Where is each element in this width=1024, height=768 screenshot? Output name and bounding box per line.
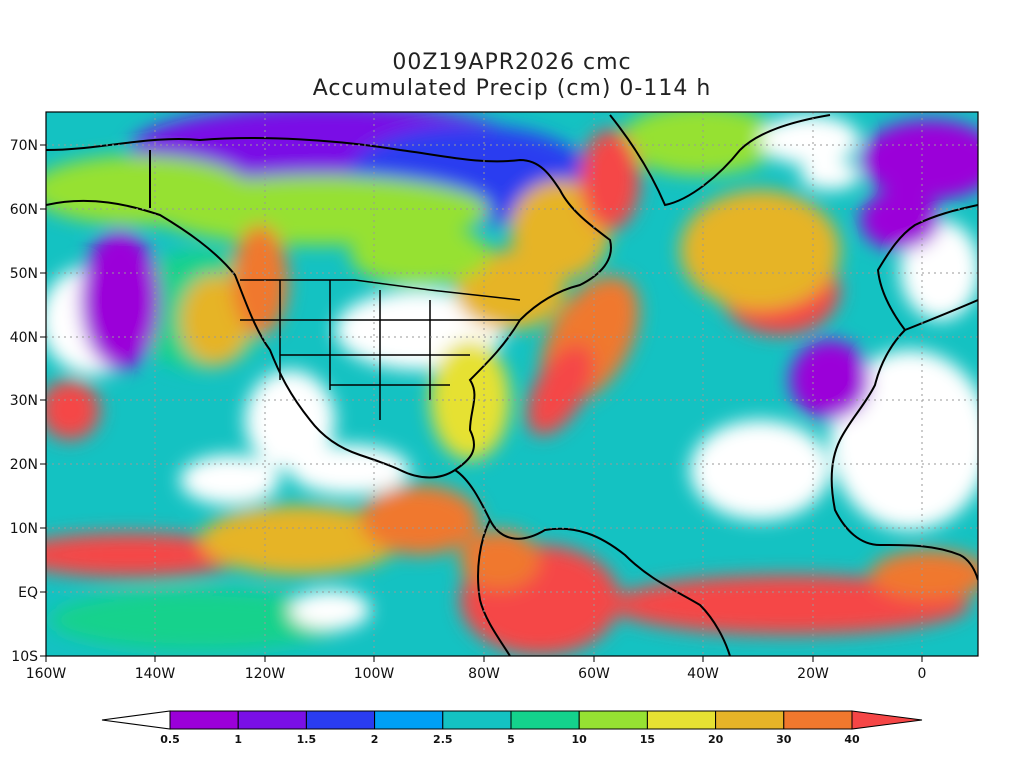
precip-field <box>46 112 978 656</box>
colorbar-label: 10 <box>572 733 588 746</box>
colorbar-under-triangle <box>101 710 171 730</box>
lat-labels: 70N 60N 50N 40N 30N 20N 10N EQ 10S <box>10 138 38 665</box>
colorbar-label: 2.5 <box>433 733 453 746</box>
lat-label: 50N <box>10 266 38 282</box>
colorbar-swatch <box>783 710 853 730</box>
colorbar-label: 40 <box>844 733 860 746</box>
lon-label: 160W <box>26 666 67 682</box>
colorbar-label: 20 <box>708 733 724 746</box>
lon-label: 60W <box>578 666 610 682</box>
colorbar-label: 5 <box>507 733 515 746</box>
lat-label: EQ <box>18 585 38 601</box>
lon-label: 0 <box>918 666 927 682</box>
colorbar-over-triangle <box>851 710 923 730</box>
colorbar-label: 0.5 <box>160 733 180 746</box>
colorbar-label: 2 <box>371 733 379 746</box>
colorbar-swatch <box>510 710 580 730</box>
lat-label: 10N <box>10 521 38 537</box>
colorbar-swatch <box>169 710 239 730</box>
lon-label: 140W <box>135 666 176 682</box>
lon-label: 80W <box>468 666 500 682</box>
lon-label: 40W <box>687 666 719 682</box>
colorbar-swatch <box>715 710 785 730</box>
lat-label: 10S <box>11 649 38 665</box>
colorbar-label: 15 <box>640 733 655 746</box>
colorbar-swatch <box>578 710 648 730</box>
coastline-outlines <box>46 114 978 656</box>
colorbar-swatch <box>305 710 376 730</box>
colorbar-swatch <box>374 710 444 730</box>
lon-labels: 160W 140W 120W 100W 80W 60W 40W 20W 0 <box>26 666 927 682</box>
lat-label: 30N <box>10 393 38 409</box>
lat-label: 70N <box>10 138 38 154</box>
lon-label: 100W <box>354 666 395 682</box>
lon-label: 20W <box>797 666 829 682</box>
plot-frame <box>45 111 979 657</box>
colorbar-swatch <box>237 710 307 730</box>
lon-label: 120W <box>245 666 286 682</box>
colorbar-label: 1.5 <box>297 733 317 746</box>
colorbar: 0.5 1 1.5 2 2.5 5 10 15 20 30 40 <box>101 710 923 746</box>
lat-label: 60N <box>10 202 38 218</box>
colorbar-swatch <box>442 710 512 730</box>
colorbar-swatch <box>646 710 717 730</box>
lat-lon-grid <box>46 112 978 656</box>
lat-label: 20N <box>10 457 38 473</box>
title-line-2: Accumulated Precip (cm) 0-114 h <box>312 76 712 101</box>
colorbar-label: 30 <box>776 733 792 746</box>
lat-label: 40N <box>10 330 38 346</box>
title-line-1: 00Z19APR2026 cmc <box>392 50 632 75</box>
colorbar-label: 1 <box>234 733 242 746</box>
axis-ticks <box>40 144 923 662</box>
